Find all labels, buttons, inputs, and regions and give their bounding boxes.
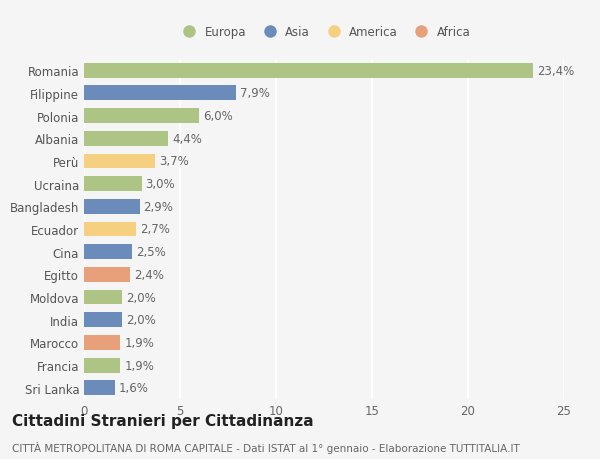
Text: 7,9%: 7,9% (239, 87, 269, 100)
Bar (84, 200, 140, 214)
Text: 3,7%: 3,7% (159, 155, 188, 168)
Text: 2,9%: 2,9% (143, 201, 173, 213)
Bar (84, 154, 155, 169)
Text: 1,6%: 1,6% (119, 381, 148, 394)
Text: 6,0%: 6,0% (203, 110, 233, 123)
Bar (84, 313, 122, 327)
Bar (84, 245, 132, 259)
Bar (84, 381, 115, 395)
Bar (84, 177, 142, 191)
Bar (84, 358, 121, 373)
Bar (84, 222, 136, 237)
Legend: Europa, Asia, America, Africa: Europa, Asia, America, Africa (173, 22, 475, 44)
Text: 2,5%: 2,5% (136, 246, 166, 258)
Bar (84, 64, 533, 78)
Bar (84, 132, 169, 146)
Text: 23,4%: 23,4% (537, 65, 574, 78)
Text: 4,4%: 4,4% (172, 133, 202, 146)
Bar (84, 290, 122, 305)
Text: 2,7%: 2,7% (140, 223, 170, 236)
Text: Cittadini Stranieri per Cittadinanza: Cittadini Stranieri per Cittadinanza (12, 413, 314, 428)
Text: 1,9%: 1,9% (124, 359, 154, 372)
Bar (84, 86, 236, 101)
Text: CITTÀ METROPOLITANA DI ROMA CAPITALE - Dati ISTAT al 1° gennaio - Elaborazione T: CITTÀ METROPOLITANA DI ROMA CAPITALE - D… (12, 441, 520, 453)
Text: 2,4%: 2,4% (134, 269, 164, 281)
Text: 2,0%: 2,0% (126, 291, 156, 304)
Bar (84, 268, 130, 282)
Text: 2,0%: 2,0% (126, 313, 156, 326)
Text: 1,9%: 1,9% (124, 336, 154, 349)
Text: 3,0%: 3,0% (145, 178, 175, 190)
Bar (84, 336, 121, 350)
Bar (84, 109, 199, 123)
